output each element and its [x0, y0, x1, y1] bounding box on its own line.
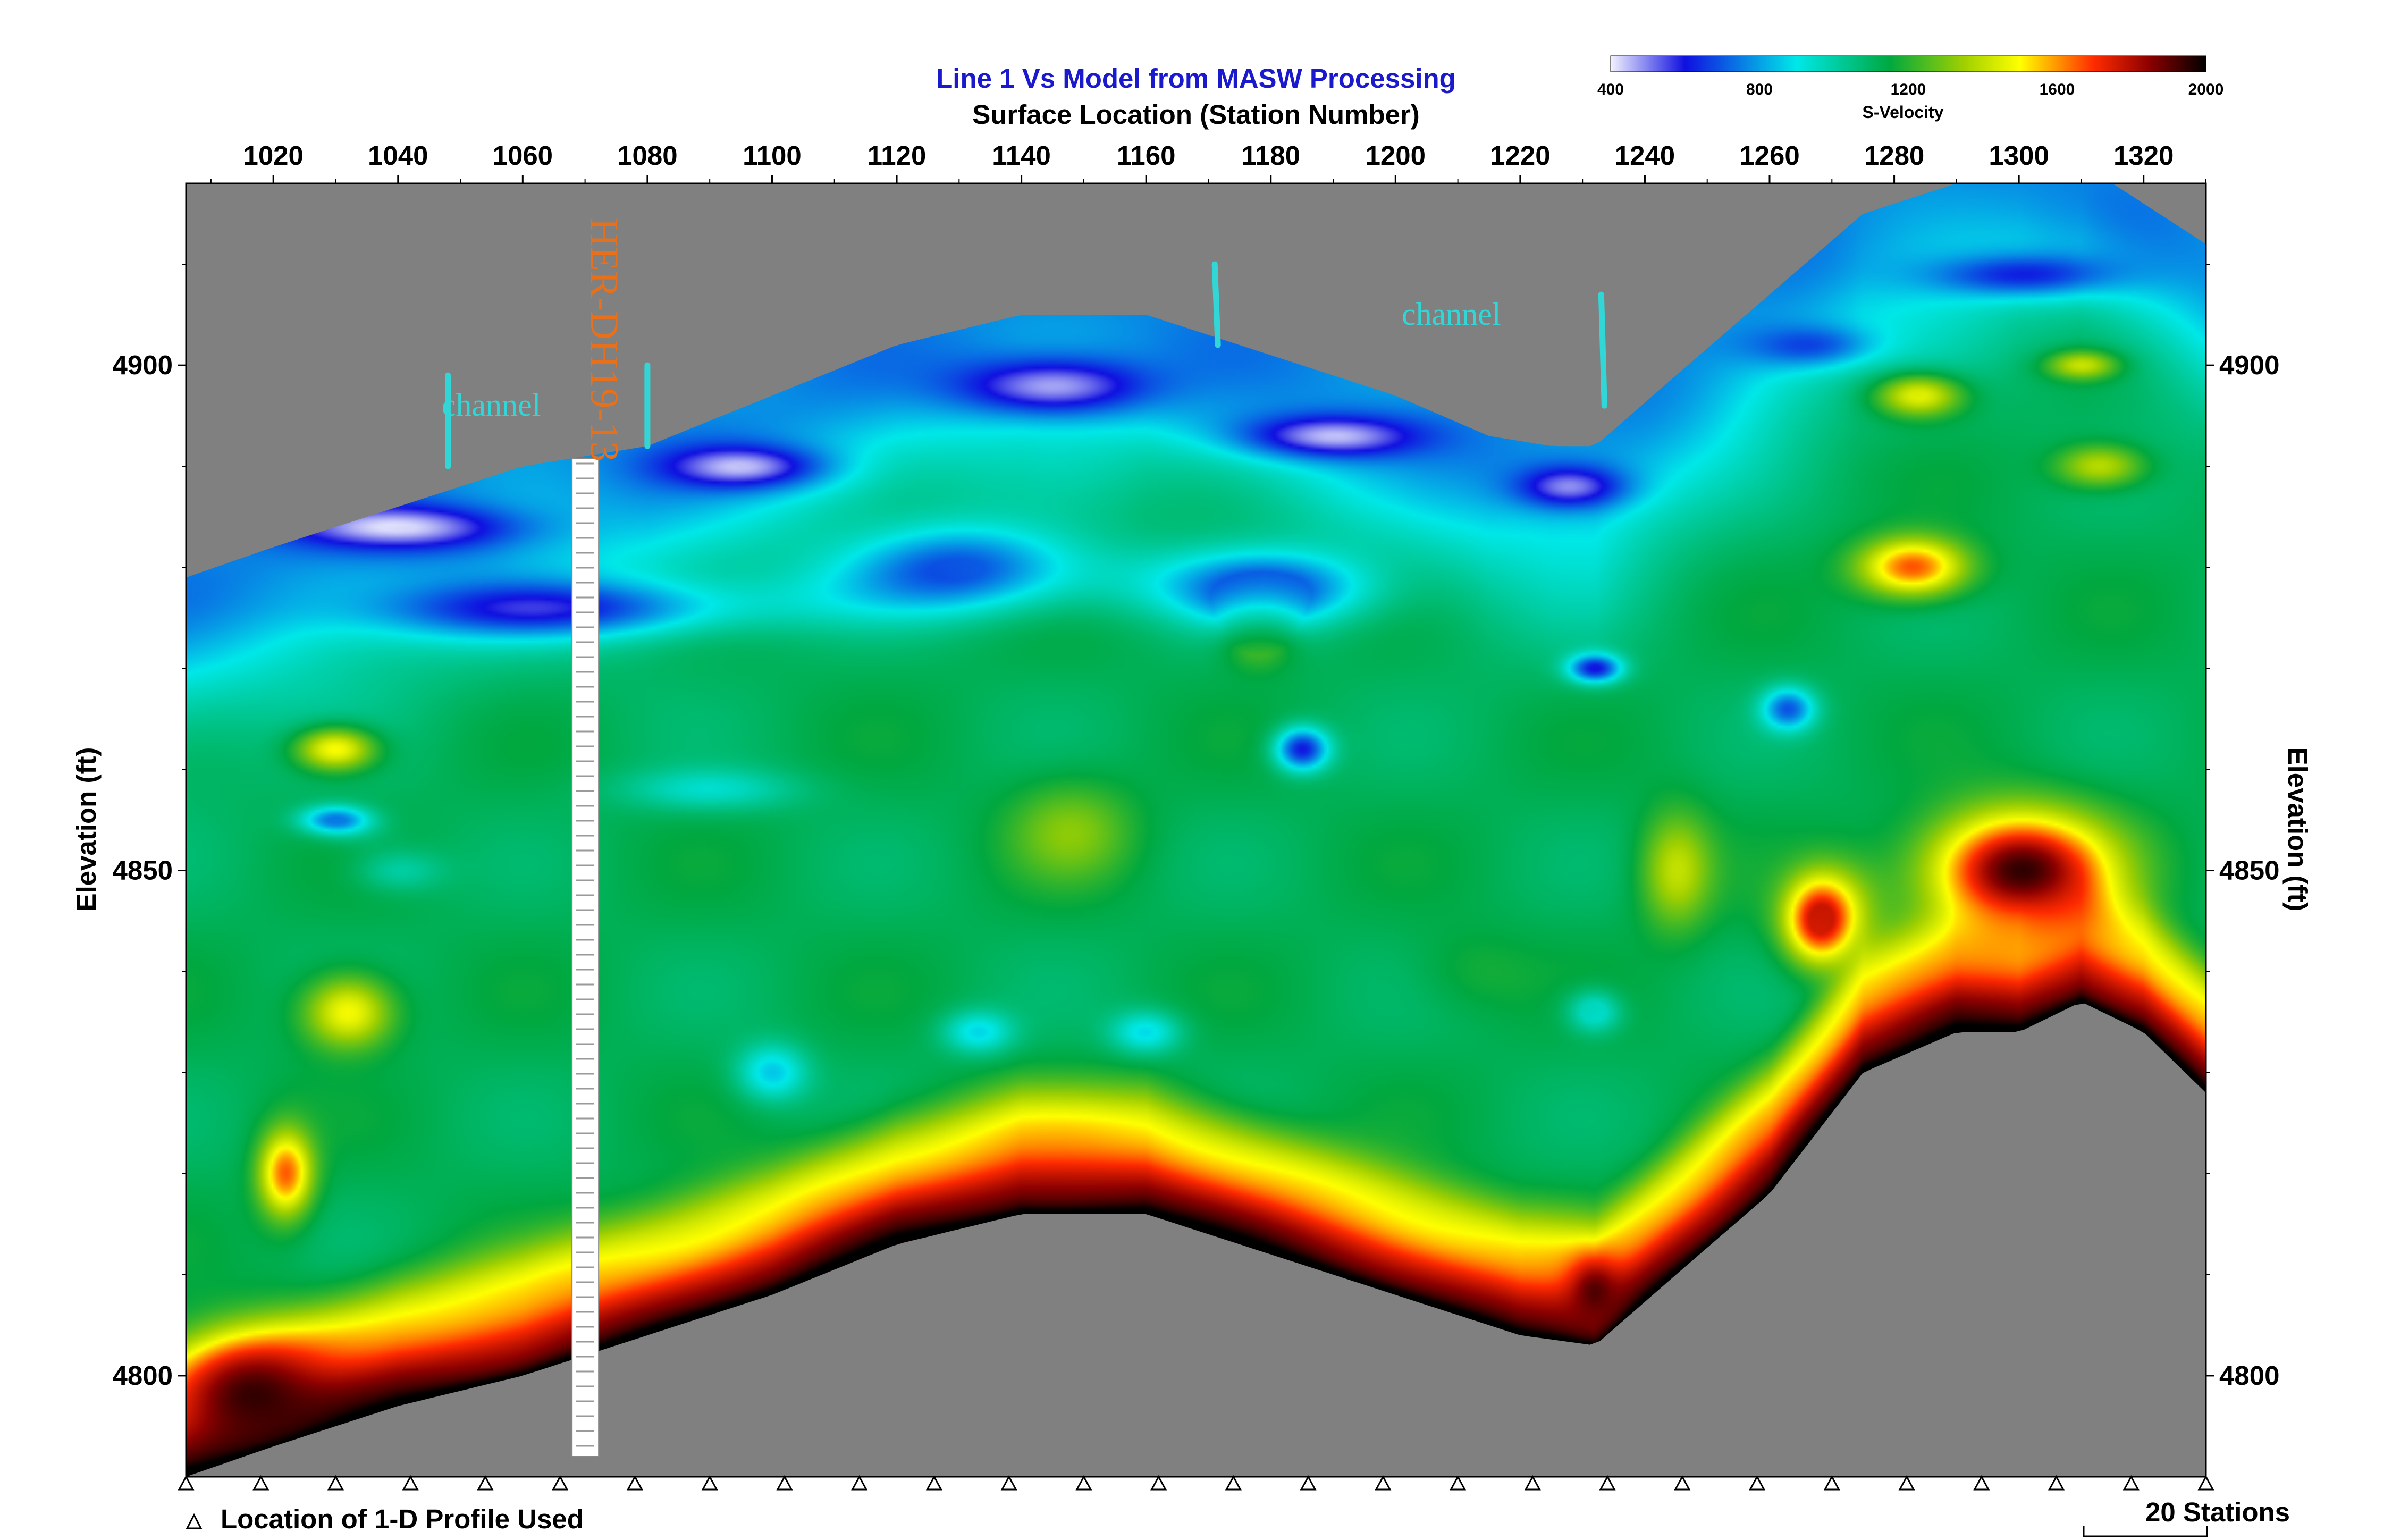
profile-triangle [2048, 1475, 2065, 1491]
profile-triangle [776, 1475, 793, 1491]
scale-bar-label: 20 Stations [2145, 1497, 2290, 1527]
profile-triangle [2197, 1475, 2214, 1491]
x-tick-label: 1180 [1241, 140, 1300, 171]
x-axis-top: 1020 1040 1060 1080 1100 1120 1140 1160 1180 1200… [210, 140, 2206, 183]
profile-triangle [701, 1475, 718, 1491]
x-tick-label: 1280 [1864, 140, 1924, 171]
x-tick-label: 1120 [867, 140, 927, 171]
y-tick-label: 4850 [113, 855, 173, 886]
channel-markers [445, 261, 1607, 469]
profile-triangle [626, 1475, 643, 1491]
x-tick-label: 1040 [368, 140, 428, 171]
profile-triangle [1450, 1475, 1467, 1491]
chart-title: Line 1 Vs Model from MASW Processing [936, 63, 1456, 94]
profile-triangle [327, 1475, 344, 1491]
x-axis-title: Surface Location (Station Number) [972, 99, 1420, 130]
profile-triangle [252, 1475, 269, 1491]
profile-triangle [477, 1475, 494, 1491]
channel-marker [1211, 261, 1221, 348]
colorbar-tick-label: 1200 [1891, 81, 1926, 98]
borehole-strip [571, 458, 600, 1457]
profile-legend-label: Location of 1-D Profile Used [221, 1504, 584, 1534]
borehole-label: HER-DH19-13 [582, 218, 626, 461]
profile-triangle [1300, 1475, 1317, 1491]
y-axis-left: 4800 4850 4900 [113, 264, 186, 1391]
plot-frame [185, 182, 2207, 1478]
x-tick-label: 1200 [1366, 140, 1426, 171]
borehole-log: HER-DH19-13 [571, 218, 626, 1457]
profile-triangle [1150, 1475, 1167, 1491]
colorbar-tick-label: 400 [1597, 81, 1624, 98]
y-tick-label: 4900 [113, 350, 173, 380]
x-tick-label: 1320 [2113, 140, 2174, 171]
y-tick-label: 4800 [113, 1360, 173, 1391]
triangle-icon [186, 1513, 203, 1529]
profile-triangle [1823, 1475, 1840, 1491]
scale-bar: 20 Stations [2083, 1497, 2290, 1537]
channel-annotation: channel [1402, 297, 1501, 332]
x-tick-label: 1160 [1117, 140, 1176, 171]
channel-marker [1598, 291, 1607, 409]
profile-locations [178, 1475, 2214, 1491]
colorbar-ticks: 400 800 1200 1600 2000 [1597, 81, 2223, 98]
y-axis-right: 4800 4850 4900 [2206, 264, 2279, 1391]
x-tick-label: 1300 [1989, 140, 2049, 171]
profile-triangle [1599, 1475, 1616, 1491]
x-tick-label: 1240 [1615, 140, 1675, 171]
scale-bar-line [2083, 1526, 2208, 1537]
x-tick-label: 1220 [1490, 140, 1550, 171]
x-tick-label: 1060 [493, 140, 553, 171]
colorbar-gradient [1610, 55, 2206, 72]
x-tick-label: 1100 [743, 140, 802, 171]
colorbar-tick-label: 2000 [2188, 81, 2224, 98]
profile-triangle [1674, 1475, 1691, 1491]
profile-triangle [1375, 1475, 1392, 1491]
profile-triangle [552, 1475, 569, 1491]
profile-triangle [1075, 1475, 1092, 1491]
profile-triangle [178, 1475, 195, 1491]
colorbar-tick-label: 800 [1746, 81, 1773, 98]
profile-triangle [1749, 1475, 1766, 1491]
profile-triangle [402, 1475, 419, 1491]
colorbar-tick-label: 1600 [2040, 81, 2075, 98]
colorbar: 400 800 1200 1600 2000 S-Velocity [1597, 55, 2223, 122]
profile-triangle [1000, 1475, 1017, 1491]
profile-triangle [2123, 1475, 2140, 1491]
x-tick-label: 1080 [617, 140, 677, 171]
y-axis-title-right: Elevation (ft) [2282, 747, 2313, 912]
y-axis-title-left: Elevation (ft) [71, 747, 102, 912]
annotations: channel channel [442, 297, 1501, 423]
profile-legend: Location of 1-D Profile Used [186, 1504, 584, 1534]
y-tick-label: 4900 [2219, 350, 2279, 380]
profile-triangle [1898, 1475, 1915, 1491]
y-tick-label: 4800 [2219, 1360, 2279, 1391]
x-tick-label: 1020 [243, 140, 303, 171]
profile-triangle [851, 1475, 868, 1491]
profile-triangle [1225, 1475, 1242, 1491]
channel-annotation: channel [442, 388, 541, 423]
x-tick-label: 1140 [992, 140, 1051, 171]
profile-triangle [1973, 1475, 1990, 1491]
profile-triangle [1524, 1475, 1541, 1491]
colorbar-label: S-Velocity [1863, 103, 1944, 122]
y-tick-label: 4850 [2219, 855, 2279, 886]
x-tick-label: 1260 [1739, 140, 1799, 171]
profile-triangle [925, 1475, 942, 1491]
